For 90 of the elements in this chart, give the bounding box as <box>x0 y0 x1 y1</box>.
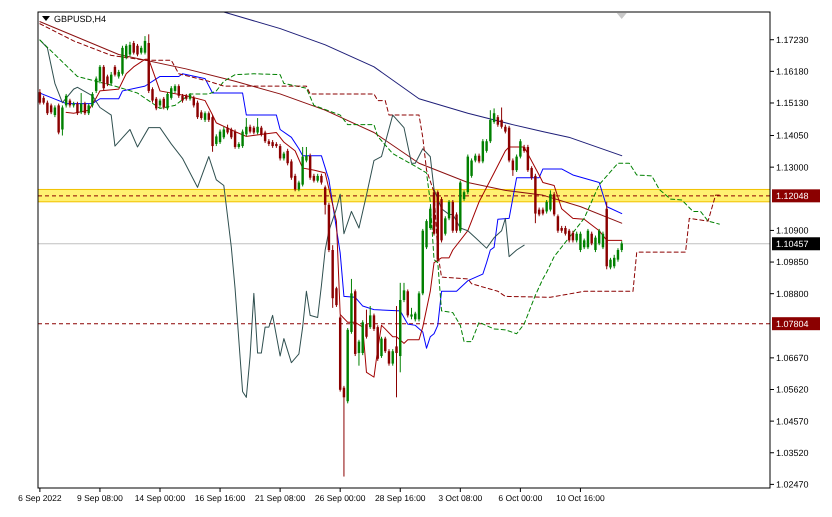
y-tick-label: 1.17230 <box>776 34 809 45</box>
y-tick-label: 1.13000 <box>776 162 809 172</box>
candlestick <box>256 118 259 135</box>
candlestick <box>392 348 394 366</box>
candlestick <box>444 216 447 236</box>
x-tick-label: 6 Sep 2022 <box>18 493 62 503</box>
y-tick-label: 1.10900 <box>776 226 809 236</box>
candlestick <box>61 104 64 136</box>
candlestick <box>590 231 593 246</box>
candlestick <box>478 153 480 164</box>
candlestick <box>110 71 112 86</box>
candlestick <box>84 101 86 116</box>
candlestick <box>46 100 49 116</box>
y-tick-label: 1.09850 <box>776 257 809 268</box>
candlestick <box>264 130 266 144</box>
candlestick <box>76 101 79 116</box>
candlestick <box>226 124 229 135</box>
candlestick <box>564 225 567 236</box>
candlestick <box>598 228 600 246</box>
line-series <box>39 40 720 342</box>
candlestick <box>234 128 236 150</box>
y-tick-label: 1.04570 <box>776 416 809 426</box>
candlestick <box>204 110 206 122</box>
candlestick <box>222 126 226 140</box>
y-tick-label: 1.16180 <box>776 66 809 76</box>
candlestick <box>128 41 132 57</box>
y-tick-label: 1.05620 <box>776 384 809 395</box>
x-tick-label: 28 Sep 16:00 <box>374 493 426 503</box>
candlestick <box>132 40 135 55</box>
candlestick <box>320 173 323 186</box>
candlestick <box>87 103 90 116</box>
candlestick <box>368 306 372 330</box>
candlestick <box>496 114 500 128</box>
x-tick-label: 10 Oct 16:00 <box>556 493 606 503</box>
candlestick <box>616 248 620 262</box>
candlestick <box>500 107 503 130</box>
candlestick <box>308 153 312 180</box>
candlestick <box>482 138 484 164</box>
line-series <box>66 58 622 378</box>
candlestick <box>54 104 56 118</box>
candlestick <box>218 128 222 144</box>
candlestick <box>384 336 386 354</box>
candlestick <box>38 88 42 105</box>
chart-title: GBPUSD,H4 <box>54 14 106 24</box>
candlestick <box>602 231 604 250</box>
candlestick <box>241 128 244 148</box>
candlestick <box>114 64 116 77</box>
x-tick-label: 21 Sep 08:00 <box>254 493 306 503</box>
candlestick <box>102 64 105 91</box>
candlestick <box>512 158 514 176</box>
y-tick-label: 1.06670 <box>776 353 809 364</box>
line-series <box>223 12 622 156</box>
ref-line-label: 1.10457 <box>776 238 809 249</box>
candlestick <box>489 110 492 144</box>
candlestick <box>515 154 518 172</box>
x-tick-label: 3 Oct 08:00 <box>438 493 483 503</box>
x-tick-label: 14 Sep 00:00 <box>134 493 186 503</box>
x-tick-label: 9 Sep 08:00 <box>77 493 124 503</box>
candlestick <box>178 84 180 98</box>
candlestick <box>91 92 94 108</box>
y-tick-label: 1.02470 <box>776 480 809 490</box>
candlestick <box>572 230 574 243</box>
candlestick <box>196 100 199 120</box>
ref-line-label: 1.07804 <box>776 318 809 329</box>
ref-line-label: 1.12048 <box>776 190 809 201</box>
candlestick <box>586 228 590 250</box>
candlestick <box>260 125 263 137</box>
y-tick-label: 1.14050 <box>776 130 809 141</box>
candlestick <box>579 231 582 253</box>
candlestick <box>215 134 218 147</box>
x-tick-label: 16 Sep 16:00 <box>194 493 246 503</box>
candlestick <box>80 92 82 115</box>
candlestick <box>556 214 560 234</box>
candlestick <box>448 199 450 221</box>
x-tick-label: 26 Sep 00:00 <box>314 493 366 503</box>
candlestick <box>609 257 612 270</box>
y-tick-label: 1.15130 <box>776 98 809 108</box>
line-series <box>39 73 622 349</box>
y-tick-label: 1.08800 <box>776 288 809 299</box>
y-tick-label: 1.03520 <box>776 448 809 458</box>
candlestick <box>50 103 52 115</box>
candlestick <box>620 240 623 253</box>
candlestick <box>612 254 616 269</box>
candlestick <box>549 190 552 212</box>
candlestick <box>278 143 282 162</box>
x-tick-label: 6 Oct 00:00 <box>498 493 543 503</box>
candlestick <box>519 138 522 159</box>
candlestick <box>162 96 165 110</box>
candlestick <box>64 93 68 108</box>
candlestick <box>568 228 570 243</box>
